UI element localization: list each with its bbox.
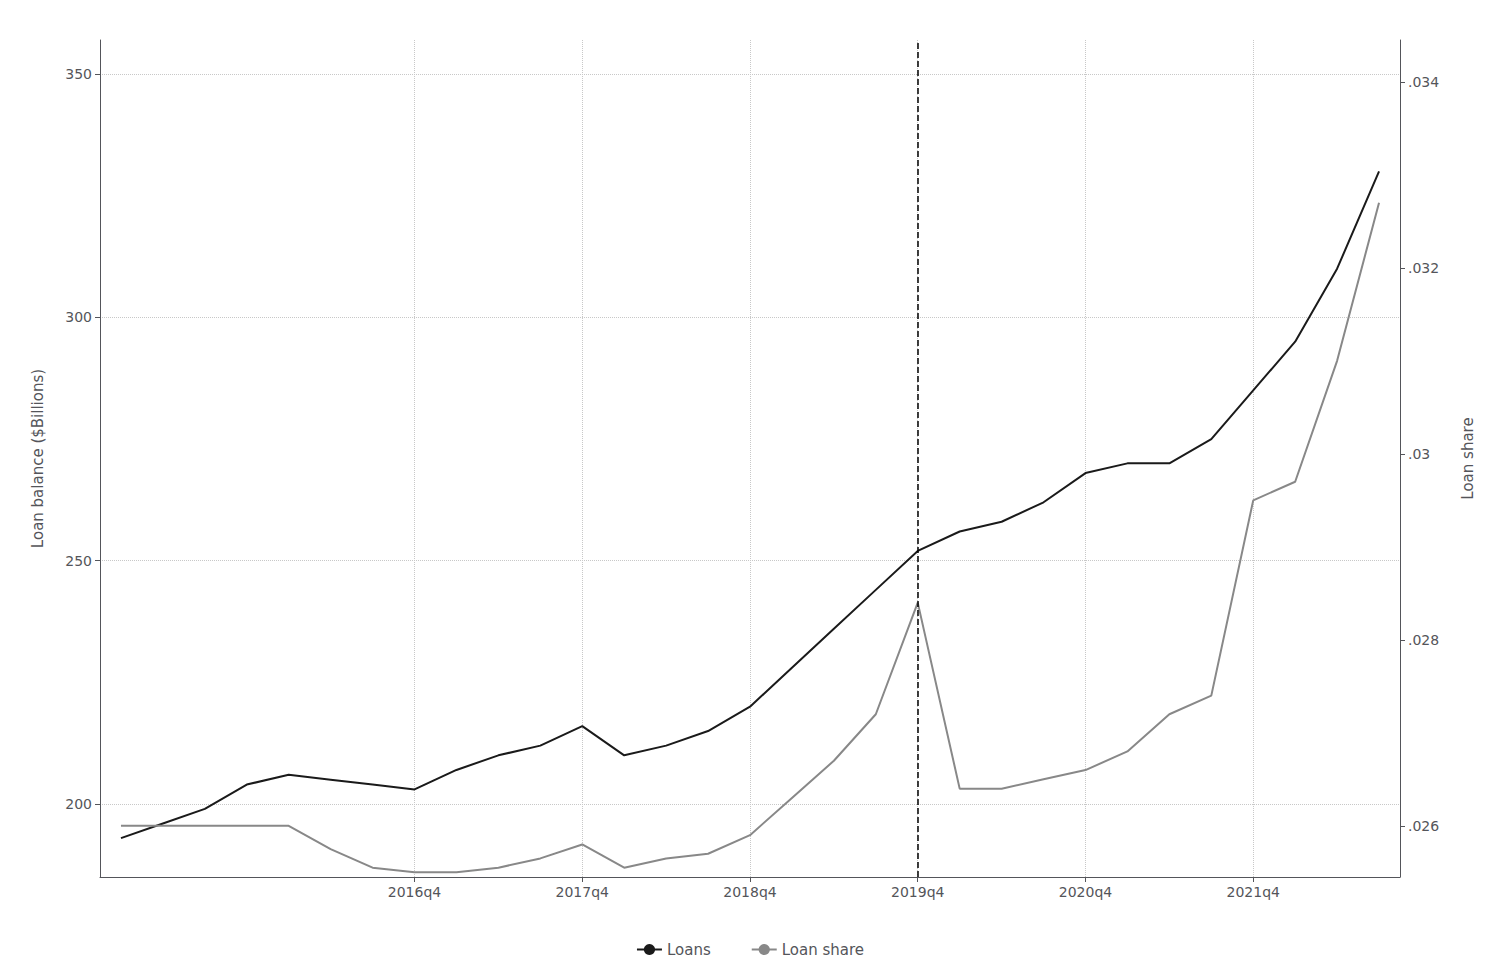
svg-text:2016q4: 2016q4: [388, 884, 442, 900]
svg-text:Loan share: Loan share: [1459, 417, 1477, 499]
svg-text:.032: .032: [1408, 260, 1439, 276]
svg-text:2017q4: 2017q4: [556, 884, 610, 900]
svg-text:Loan balance ($Billions): Loan balance ($Billions): [29, 369, 47, 548]
svg-text:2018q4: 2018q4: [723, 884, 777, 900]
svg-text:Loans: Loans: [667, 941, 711, 959]
svg-text:350: 350: [65, 66, 92, 82]
svg-text:.034: .034: [1408, 74, 1439, 90]
svg-text:.03: .03: [1408, 446, 1430, 462]
svg-text:Loan share: Loan share: [782, 941, 864, 959]
svg-text:200: 200: [65, 796, 92, 812]
svg-text:2020q4: 2020q4: [1059, 884, 1113, 900]
svg-text:300: 300: [65, 309, 92, 325]
svg-text:2019q4: 2019q4: [891, 884, 945, 900]
svg-text:.026: .026: [1408, 818, 1439, 834]
svg-text:2021q4: 2021q4: [1227, 884, 1281, 900]
svg-text:250: 250: [65, 553, 92, 569]
svg-text:.028: .028: [1408, 632, 1439, 648]
